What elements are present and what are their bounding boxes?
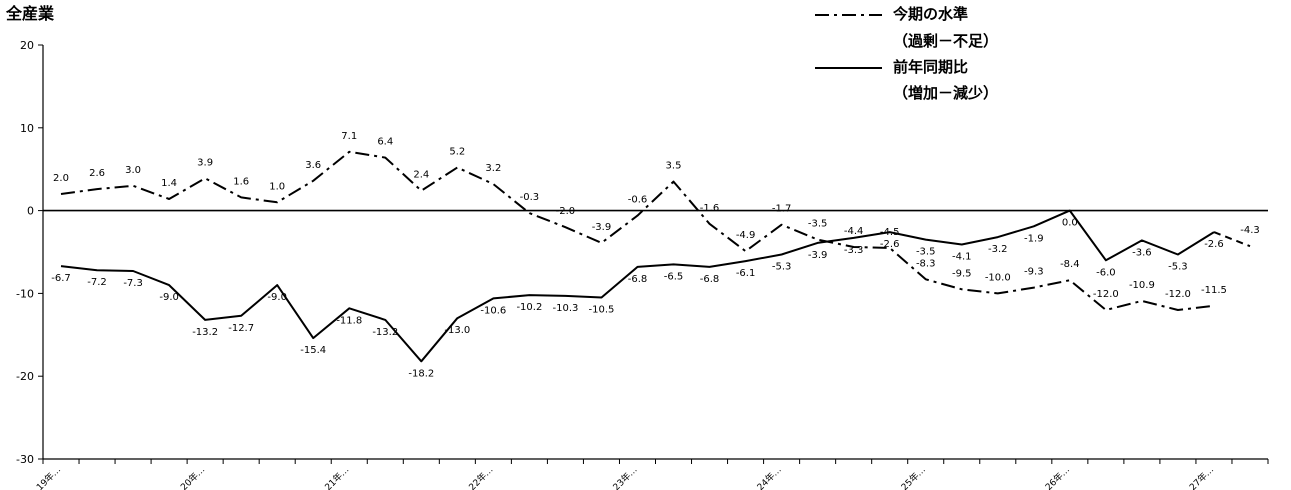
data-label: 6.4 bbox=[377, 137, 393, 148]
data-label: -3.9 bbox=[808, 250, 828, 261]
legend-label-level: 今期の水準 bbox=[893, 5, 969, 23]
data-label: -12.0 bbox=[1165, 289, 1191, 300]
data-label: -18.2 bbox=[408, 368, 434, 379]
series-lines bbox=[60, 150, 1251, 363]
data-label: -11.5 bbox=[1201, 285, 1227, 296]
data-label: -4.4 bbox=[844, 226, 864, 237]
data-label: 2.0 bbox=[53, 173, 69, 184]
series-line-2 bbox=[1213, 231, 1251, 248]
data-label: -6.8 bbox=[700, 274, 720, 285]
data-label: -10.9 bbox=[1129, 280, 1155, 291]
legend-label-yoy: 前年同期比 bbox=[893, 58, 969, 76]
data-label: 3.0 bbox=[125, 165, 141, 176]
data-label: -8.3 bbox=[916, 258, 936, 269]
data-label: -2.0 bbox=[556, 206, 576, 217]
data-label: -3.6 bbox=[1132, 247, 1152, 258]
x-tick-label: 24年… bbox=[754, 464, 783, 490]
data-label: -6.8 bbox=[628, 274, 648, 285]
data-label: -5.3 bbox=[772, 261, 792, 272]
x-tick-label: 22年… bbox=[466, 464, 495, 490]
data-label: -12.0 bbox=[1093, 289, 1119, 300]
x-tick-label: 21年… bbox=[322, 464, 351, 490]
data-label: 2.4 bbox=[413, 170, 429, 181]
data-label: 1.0 bbox=[269, 181, 285, 192]
data-label: 3.6 bbox=[305, 160, 321, 171]
data-label: -12.7 bbox=[228, 323, 254, 334]
x-tick-label: 20年… bbox=[178, 464, 207, 490]
data-label: -9.0 bbox=[267, 292, 287, 303]
data-label: -4.5 bbox=[880, 227, 900, 238]
data-label: -13.0 bbox=[444, 325, 470, 336]
data-label: -2.6 bbox=[1204, 239, 1224, 250]
data-label: -5.3 bbox=[1168, 261, 1188, 272]
data-label: -2.6 bbox=[880, 239, 900, 250]
x-tick-label: 25年… bbox=[899, 464, 928, 490]
y-tick-label: -20 bbox=[16, 370, 34, 383]
data-label: -1.9 bbox=[1024, 233, 1044, 244]
x-tick-label: 23年… bbox=[610, 464, 639, 490]
x-tick-label: 27年… bbox=[1187, 464, 1216, 490]
data-label: -3.5 bbox=[916, 247, 936, 258]
data-label: -11.8 bbox=[336, 315, 362, 326]
data-label: 2.6 bbox=[89, 168, 105, 179]
y-tick-label: 20 bbox=[20, 39, 34, 52]
data-label: 3.9 bbox=[197, 157, 213, 168]
series-line-0 bbox=[60, 150, 1215, 311]
data-label: -3.3 bbox=[844, 245, 864, 256]
data-label: -7.2 bbox=[87, 277, 107, 288]
y-tick-label: -10 bbox=[16, 287, 34, 300]
data-label: -4.1 bbox=[952, 252, 972, 263]
legend-sub-level: （過剰－不足） bbox=[893, 32, 999, 50]
data-label: -6.7 bbox=[51, 273, 71, 284]
data-label: -8.4 bbox=[1060, 259, 1080, 270]
legend bbox=[815, 14, 882, 69]
data-label: 1.4 bbox=[161, 178, 177, 189]
data-label: -10.2 bbox=[516, 302, 542, 313]
data-label: -10.5 bbox=[589, 305, 615, 316]
data-label: -10.3 bbox=[552, 303, 578, 314]
data-label: -3.9 bbox=[592, 222, 612, 233]
data-label: -0.3 bbox=[520, 192, 540, 203]
series-line-1 bbox=[60, 209, 1215, 363]
data-label: -7.3 bbox=[123, 278, 143, 289]
data-label: -1.7 bbox=[772, 204, 792, 215]
x-tick-label: 26年… bbox=[1043, 464, 1072, 490]
data-label: -3.5 bbox=[808, 219, 828, 230]
data-label: -10.6 bbox=[480, 305, 506, 316]
data-label: -4.9 bbox=[736, 230, 756, 241]
data-label: -0.6 bbox=[628, 195, 648, 206]
data-label: -10.0 bbox=[985, 272, 1011, 283]
data-label: -6.0 bbox=[1096, 267, 1116, 278]
y-tick-label: 10 bbox=[20, 122, 34, 135]
data-label: -4.3 bbox=[1240, 225, 1260, 236]
data-label: 1.6 bbox=[233, 176, 249, 187]
data-label: 3.2 bbox=[485, 163, 501, 174]
y-tick-label: 0 bbox=[27, 205, 34, 218]
chart-title: 全産業 bbox=[6, 4, 55, 23]
data-label: -9.5 bbox=[952, 268, 972, 279]
data-label: -6.1 bbox=[736, 268, 756, 279]
x-tick-label: 19年… bbox=[34, 464, 63, 490]
data-label: -13.2 bbox=[192, 327, 218, 338]
data-label: -6.5 bbox=[664, 271, 684, 282]
data-label: 0.0 bbox=[1062, 218, 1078, 229]
legend-sub-yoy: （増加－減少） bbox=[893, 84, 999, 102]
data-label: -15.4 bbox=[300, 345, 326, 356]
data-label: -9.3 bbox=[1024, 267, 1044, 278]
data-label: 7.1 bbox=[341, 131, 357, 142]
data-label: 5.2 bbox=[449, 147, 465, 158]
data-label: -3.2 bbox=[988, 244, 1008, 255]
data-label: -13.2 bbox=[372, 327, 398, 338]
y-tick-label: -30 bbox=[16, 453, 34, 466]
data-label: 3.5 bbox=[666, 161, 682, 172]
data-labels: 2.0 2.6 3.0 1.4 3.9 1.6 1.0 3.6 7.1 6.4 2.4 5.2 3.2 -… bbox=[51, 131, 1259, 379]
data-label: -1.6 bbox=[700, 203, 720, 214]
data-label: -9.0 bbox=[159, 292, 179, 303]
